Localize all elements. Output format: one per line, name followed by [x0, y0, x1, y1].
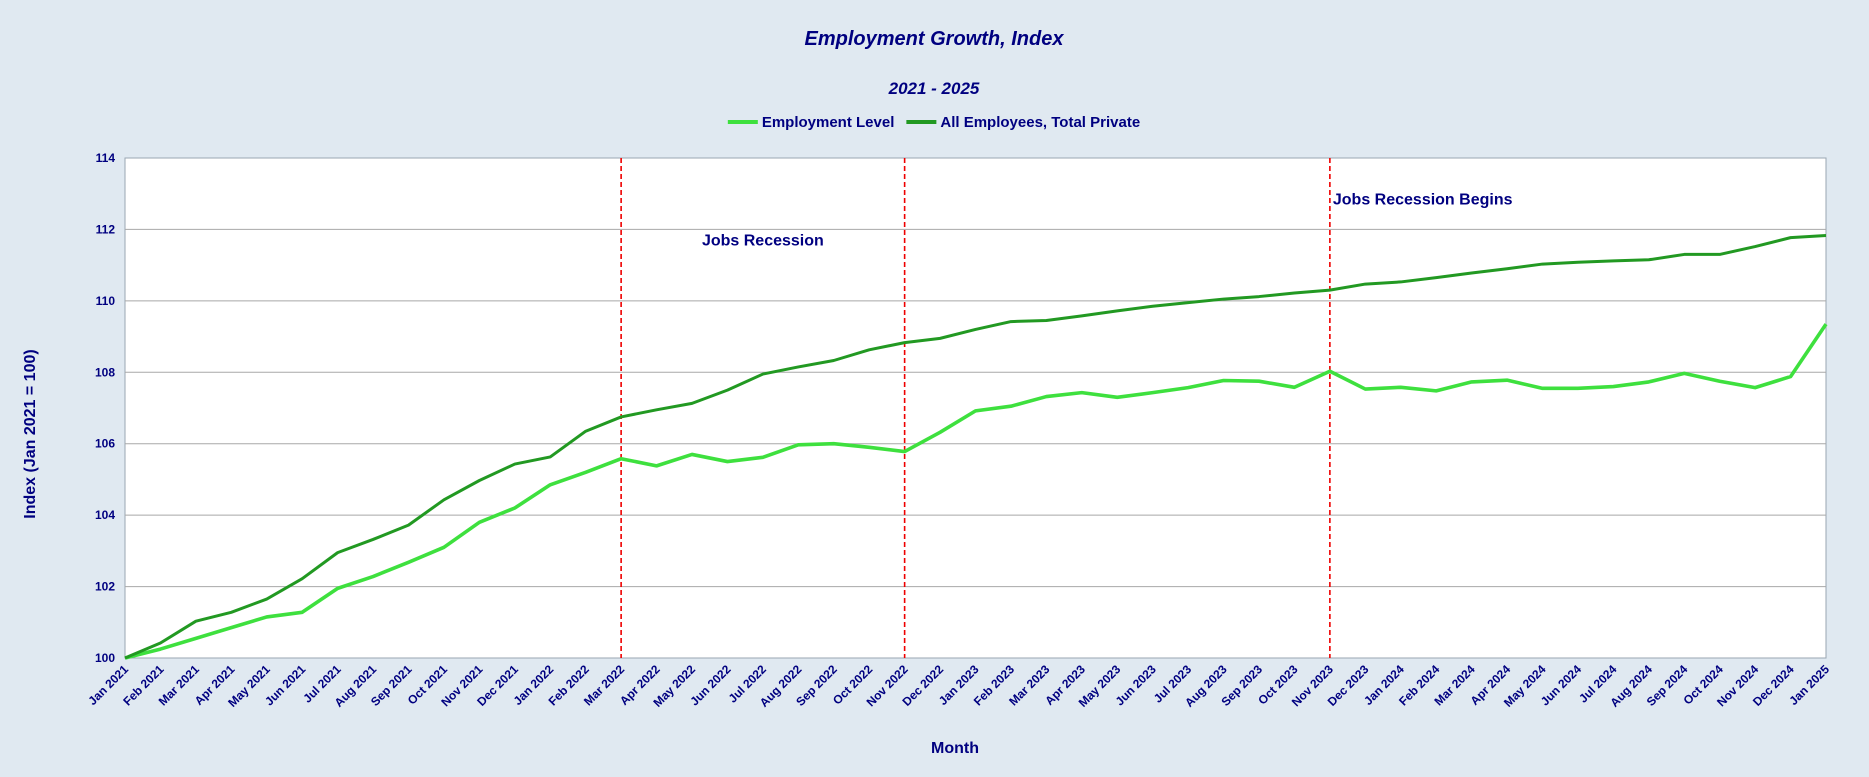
- plot-area: [124, 157, 1827, 659]
- legend: Employment Level All Employees, Total Pri…: [727, 114, 1140, 131]
- chart-subtitle: 2021 - 2025: [888, 79, 980, 98]
- y-tick-label: 114: [96, 151, 116, 165]
- recession-markers: [620, 158, 1331, 658]
- annotation-label: Jobs Recession: [702, 233, 824, 250]
- y-axis-ticks: 100 102 104 106 108 110 112 114: [95, 151, 115, 665]
- y-tick-label: 108: [95, 365, 115, 379]
- series-lines: [124, 234, 1828, 660]
- series-line-2: [124, 234, 1827, 660]
- y-tick-label: 112: [96, 222, 116, 236]
- annotations: Jobs Recession Jobs Recession Begins: [702, 191, 1513, 249]
- chart-title: Employment Growth, Index: [805, 28, 1065, 50]
- y-tick-label: 104: [95, 508, 115, 522]
- gridlines: [125, 228, 1826, 588]
- y-tick-label: 100: [95, 651, 115, 665]
- annotation-label: Jobs Recession Begins: [1333, 191, 1513, 208]
- y-axis-label: Index (Jan 2021 = 100): [22, 349, 39, 518]
- legend-label: All Employees, Total Private: [940, 114, 1140, 131]
- y-tick-label: 106: [95, 437, 115, 451]
- x-axis-label: Month: [931, 740, 979, 757]
- legend-label: Employment Level: [762, 114, 895, 131]
- series-line-1: [124, 323, 1828, 660]
- y-tick-label: 110: [96, 294, 116, 308]
- y-tick-label: 102: [95, 580, 115, 594]
